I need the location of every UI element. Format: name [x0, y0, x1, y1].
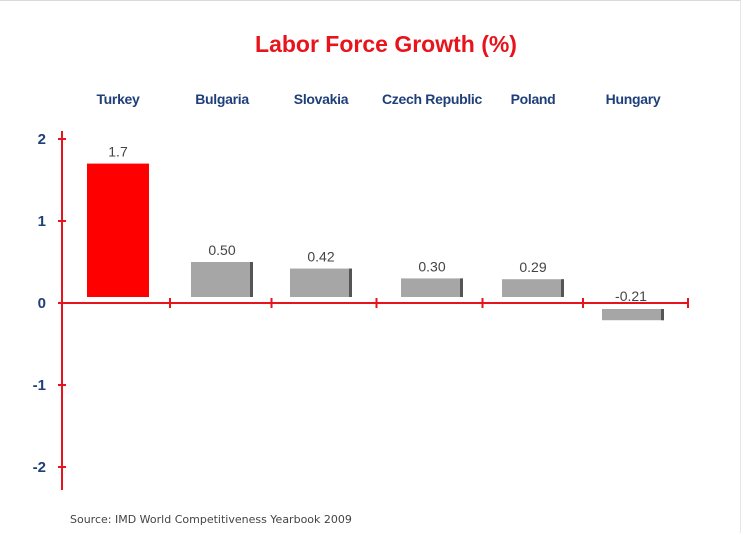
- y-tick-label: 0: [38, 295, 46, 312]
- y-tick-label: -2: [33, 459, 46, 476]
- bar-shadow: [460, 278, 463, 297]
- category-label: Turkey: [96, 91, 140, 107]
- value-label: 0.30: [418, 258, 445, 274]
- value-label: -0.21: [615, 288, 647, 304]
- bar-poland: [502, 279, 564, 297]
- bar-bulgaria: [191, 262, 253, 297]
- y-tick-label: 1: [38, 213, 46, 230]
- y-tick-label: 2: [38, 131, 46, 148]
- bar-fill: [290, 268, 352, 297]
- bar-hungary: [602, 309, 664, 321]
- value-label: 0.42: [307, 249, 334, 265]
- bar-slovakia: [290, 268, 352, 297]
- bar-czech-republic: [401, 278, 463, 297]
- bar-fill: [191, 262, 253, 297]
- chart-title: Labor Force Growth (%): [255, 31, 517, 57]
- source-note: Source: IMD World Competitiveness Yearbo…: [70, 513, 352, 526]
- bar-shadow: [250, 262, 253, 297]
- value-label: 1.7: [108, 144, 128, 160]
- category-label: Poland: [511, 91, 556, 107]
- category-label: Czech Republic: [382, 91, 483, 107]
- value-label: 0.50: [208, 242, 235, 258]
- bar-fill: [87, 163, 149, 297]
- category-label: Slovakia: [294, 91, 349, 107]
- category-label: Hungary: [606, 91, 661, 107]
- bar-shadow: [661, 309, 664, 321]
- bar-fill: [401, 278, 463, 297]
- bar-shadow: [349, 268, 352, 297]
- bar-turkey: [87, 163, 149, 297]
- value-label: 0.29: [519, 259, 546, 275]
- bar-shadow: [561, 279, 564, 297]
- bar-fill: [602, 309, 664, 321]
- category-label: Bulgaria: [195, 91, 249, 107]
- bar-fill: [502, 279, 564, 297]
- y-tick-label: -1: [33, 377, 46, 394]
